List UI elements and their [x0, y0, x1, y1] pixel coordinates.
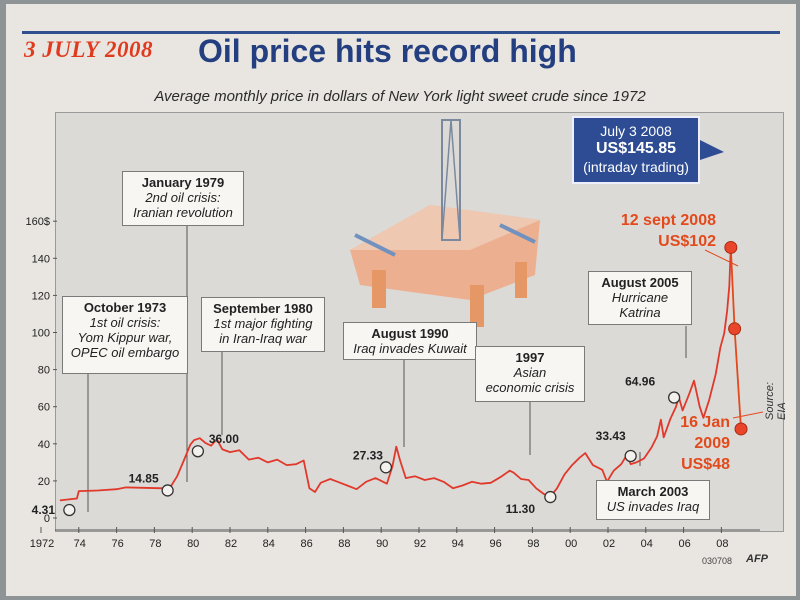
date-stamp: 3 JULY 2008 [24, 37, 154, 62]
annotation-line: 1st oil crisis: [89, 315, 161, 330]
annotation-line: Iranian revolution [133, 205, 233, 220]
x-tick-label: 92 [414, 538, 426, 550]
marker-circle [667, 391, 681, 404]
y-tick-label: 100 [32, 328, 50, 340]
x-tick-label: 74 [74, 538, 86, 550]
y-tick-label: 120 [32, 290, 50, 302]
source-credit: Source: EIA [764, 382, 788, 420]
annotation-sep-1980: September 1980 1st major fighting in Ira… [201, 297, 325, 352]
x-tick-label: 90 [376, 538, 388, 550]
marker-label: 11.30 [506, 502, 536, 516]
y-tick-label: 160$ [26, 216, 50, 228]
leader-line [732, 411, 764, 419]
marker-label: 33.43 [596, 429, 626, 443]
annotation-line: Yom Kippur war, [77, 330, 173, 345]
peak-note: (intraday trading) [583, 159, 689, 175]
annotation-line: Hurricane [611, 290, 669, 305]
marker-label: 64.96 [625, 374, 655, 388]
marker-label: 4.31 [32, 503, 56, 517]
chart-subtitle: Average monthly price in dollars of New … [154, 88, 646, 105]
x-tick-label: 02 [603, 538, 615, 550]
annotation-aug-1990: August 1990 Iraq invades Kuwait [343, 322, 477, 360]
note-line: 2009 [694, 435, 730, 452]
annotation-title: January 1979 [141, 175, 225, 190]
x-tick-label: 08 [716, 538, 728, 550]
marker-circle [379, 461, 393, 474]
annotation-title: March 2003 [617, 484, 689, 499]
red-extension-line [729, 247, 742, 430]
x-tick-label: 04 [641, 538, 653, 550]
note-line: US$102 [658, 233, 716, 250]
annotation-title: September 1980 [213, 301, 313, 316]
x-tick-label: 96 [489, 538, 501, 550]
annotation-1997: 1997 Asian economic crisis [475, 346, 585, 402]
note-jan-2009: 16 Jan 2009 US$48 [640, 412, 730, 475]
value-markers: 4.31 14.85 36.00 27.33 11.30 33.43 64.96 [32, 240, 748, 517]
y-tick-label: 20 [38, 476, 50, 488]
y-tick-label: 40 [38, 439, 50, 451]
footer-code: 030708 [702, 556, 733, 566]
x-tick-label: 06 [678, 538, 690, 550]
annotation-line: in Iran-Iraq war [219, 331, 307, 346]
marker-circle [161, 484, 174, 497]
annotation-line: Iraq invades Kuwait [353, 341, 467, 356]
annotation-title: August 2005 [601, 275, 679, 290]
headline: Oil price hits record high [198, 33, 577, 69]
red-marker [734, 422, 748, 436]
annotation-jan-1979: January 1979 2nd oil crisis: Iranian rev… [122, 171, 244, 226]
annotation-title: August 1990 [371, 326, 449, 341]
note-line: 16 Jan [680, 414, 730, 431]
x-tick-label: 88 [338, 538, 350, 550]
header-rule [22, 31, 780, 34]
peak-date: July 3 2008 [600, 123, 672, 139]
annotation-line: 1st major fighting [213, 316, 313, 331]
marker-circle [544, 490, 557, 504]
x-tick-label: 84 [263, 538, 275, 550]
annotation-line: Asian [513, 365, 547, 380]
x-tick-label: 1972 [30, 538, 54, 550]
x-tick-label: 80 [187, 538, 199, 550]
peak-value: US$145.85 [595, 140, 677, 157]
annotation-aug-2005: August 2005 Hurricane Katrina [588, 271, 692, 325]
x-tick-label: 94 [452, 538, 464, 550]
leader-line [704, 249, 739, 267]
y-tick-label: 140 [32, 253, 50, 265]
annotation-title: 1997 [515, 350, 545, 365]
peak-callout: July 3 2008 US$145.85 (intraday trading) [572, 116, 700, 184]
x-tick-label: 00 [565, 538, 577, 550]
y-tick-label: 80 [38, 365, 50, 377]
red-marker [724, 240, 738, 254]
annotation-line: economic crisis [485, 380, 575, 395]
annotation-title: October 1973 [83, 300, 167, 315]
annotation-line: Katrina [619, 305, 661, 320]
annotation-line: US invades Iraq [606, 499, 700, 514]
x-tick-label: 86 [300, 538, 312, 550]
marker-circle [191, 445, 205, 458]
annotation-line: 2nd oil crisis: [145, 190, 221, 205]
oil-rig-illustration [350, 119, 540, 327]
marker-label: 14.85 [129, 471, 159, 485]
marker-label: 27.33 [353, 448, 383, 462]
marker-label: 36.00 [209, 432, 239, 446]
x-tick-label: 98 [527, 538, 539, 550]
annotation-line: OPEC oil embargo [70, 345, 180, 360]
note-line: US$48 [681, 456, 730, 473]
annotation-mar-2003: March 2003 US invades Iraq [596, 480, 710, 520]
x-tick-label: 82 [225, 538, 237, 550]
red-marker [728, 322, 742, 336]
note-line: 12 sept 2008 [620, 212, 716, 229]
series-line [59, 247, 732, 502]
note-sept-2008: 12 sept 2008 US$102 [576, 210, 716, 252]
annotation-oct-1973: October 1973 1st oil crisis: Yom Kippur … [62, 296, 188, 374]
y-tick-label: 60 [38, 402, 50, 414]
marker-circle [624, 449, 637, 463]
y-tick-label: 0 [44, 513, 50, 525]
agency-logo: AFP [746, 553, 768, 565]
x-tick-label: 76 [111, 538, 123, 550]
marker-circle [63, 503, 76, 517]
x-tick-label: 78 [149, 538, 161, 550]
